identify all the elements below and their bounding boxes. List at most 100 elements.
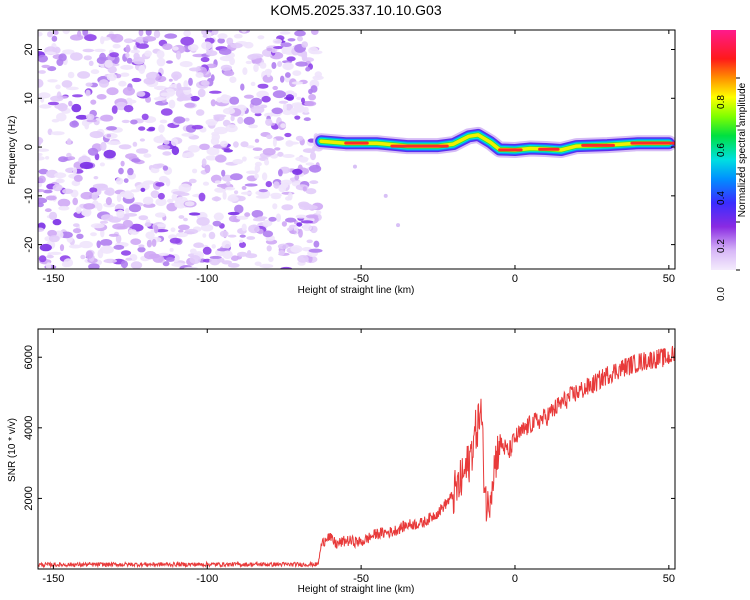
noise-blob <box>179 61 193 68</box>
spectrogram-y-label: Frequency (Hz) <box>7 116 18 185</box>
noise-blob <box>72 228 82 234</box>
noise-blob <box>183 217 188 222</box>
noise-blob <box>241 30 247 33</box>
noise-blob <box>100 114 114 122</box>
noise-blob <box>158 124 165 133</box>
noise-blob <box>165 178 171 187</box>
noise-blob <box>55 84 61 90</box>
noise-blob <box>158 252 170 256</box>
noise-blob <box>122 219 134 228</box>
noise-blob <box>61 80 73 88</box>
noise-blob <box>301 97 305 104</box>
noise-blob <box>138 215 149 221</box>
noise-blob <box>120 160 125 167</box>
noise-blob <box>285 90 295 95</box>
noise-blob <box>187 44 199 52</box>
noise-blob <box>262 148 276 156</box>
colorbar-tick-label: 0.2 <box>716 239 727 253</box>
noise-blob <box>226 37 234 45</box>
noise-blob <box>277 151 284 157</box>
noise-blob <box>103 149 116 159</box>
noise-blob <box>274 147 281 151</box>
noise-blob <box>285 72 291 78</box>
noise-blob <box>75 114 88 120</box>
noise-blob <box>107 141 121 145</box>
noise-blob <box>233 33 243 39</box>
noise-blob <box>289 230 297 235</box>
noise-blob <box>121 119 130 124</box>
x-tick-label: 0 <box>512 273 518 285</box>
noise-blob <box>281 183 289 187</box>
noise-blob <box>155 75 167 83</box>
noise-blob <box>230 115 235 122</box>
noise-blob <box>172 191 186 195</box>
noise-blob <box>58 53 67 62</box>
noise-blob <box>130 119 138 125</box>
noise-blob <box>110 33 124 43</box>
colorbar-tick-label: 0.6 <box>716 143 727 157</box>
noise-blob <box>240 141 249 148</box>
noise-blob <box>86 119 97 123</box>
noise-blob <box>296 222 303 227</box>
noise-blob <box>41 64 51 69</box>
noise-blob <box>266 134 273 140</box>
noise-blob <box>38 156 45 161</box>
noise-blob <box>62 188 74 194</box>
noise-blob <box>52 218 62 226</box>
noise-blob <box>100 229 105 238</box>
noise-blob <box>144 251 157 260</box>
noise-blob <box>53 30 59 35</box>
noise-blob <box>281 204 294 211</box>
noise-blob <box>125 192 135 200</box>
noise-blob <box>106 126 117 131</box>
noise-blob <box>130 261 143 269</box>
noise-blob <box>85 89 91 97</box>
noise-blob <box>183 30 191 37</box>
noise-blob <box>127 167 134 176</box>
noise-blob <box>139 138 145 142</box>
noise-blob <box>228 215 239 223</box>
noise-blob <box>202 233 207 238</box>
noise-blob <box>82 48 95 53</box>
noise-blob <box>205 63 217 69</box>
noise-blob <box>68 100 73 107</box>
noise-blob <box>136 43 149 49</box>
noise-blob <box>211 244 216 249</box>
noise-blob <box>280 266 293 269</box>
noise-blob <box>100 36 105 45</box>
noise-blob <box>200 80 210 86</box>
noise-blob <box>176 82 182 91</box>
noise-blob <box>38 197 48 204</box>
noise-blob <box>301 41 309 48</box>
noise-blob <box>130 189 140 193</box>
spectrogram-frame <box>37 29 676 270</box>
noise-blob <box>280 42 292 47</box>
y-tick-label: 2000 <box>23 486 35 510</box>
noise-blob <box>99 220 109 224</box>
noise-blob <box>280 75 285 83</box>
noise-blob <box>137 246 146 253</box>
noise-blob <box>164 33 178 39</box>
noise-blob <box>153 225 159 234</box>
noise-blob <box>38 188 46 193</box>
noise-blob <box>131 77 142 83</box>
noise-blob <box>90 99 97 105</box>
noise-blob <box>145 30 152 36</box>
noise-blob <box>223 149 233 153</box>
noise-blob <box>261 95 271 103</box>
noise-blob <box>237 251 248 257</box>
noise-blob <box>81 210 89 216</box>
noise-blob <box>252 147 263 151</box>
x-tick-label: -50 <box>353 573 369 585</box>
noise-blob <box>169 247 174 252</box>
noise-blob <box>188 77 193 86</box>
noise-blob <box>200 56 210 63</box>
noise-blob <box>273 181 280 189</box>
noise-blob <box>204 164 211 174</box>
noise-blob <box>222 191 227 200</box>
noise-blob <box>241 223 247 232</box>
noise-blob <box>123 213 138 217</box>
noise-blob <box>305 66 311 72</box>
noise-blob <box>99 162 105 167</box>
noise-blob <box>101 214 114 221</box>
